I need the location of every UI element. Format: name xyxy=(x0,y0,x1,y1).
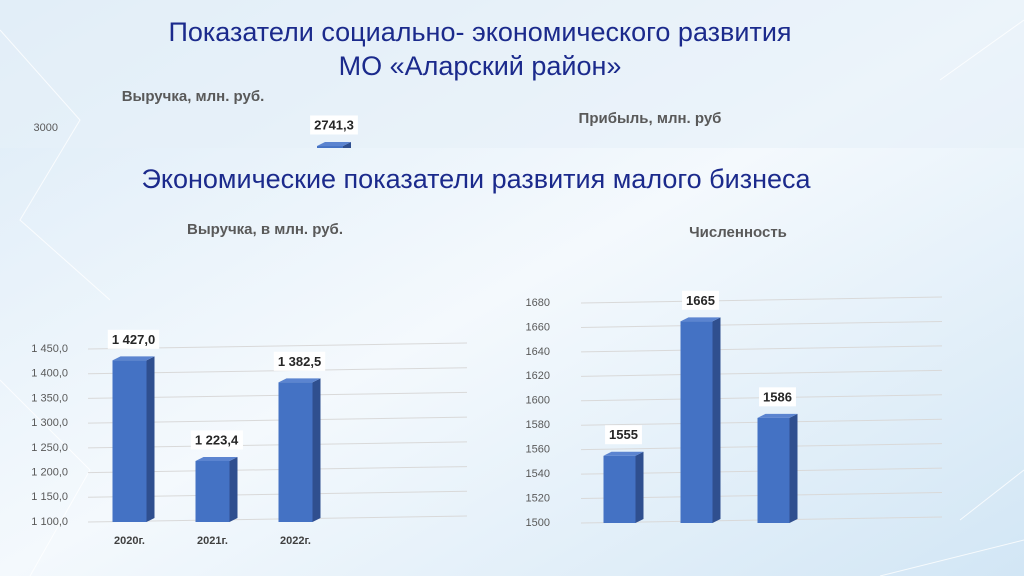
slide-title: Показатели социально- экономического раз… xyxy=(168,17,791,47)
value-label-box xyxy=(682,290,719,310)
bar xyxy=(680,321,713,523)
y-tick-label: 3000 xyxy=(34,122,58,134)
chart-title: Выручка, млн. руб. xyxy=(122,88,265,105)
value-label: 1 427,0 xyxy=(112,332,155,347)
y-tick-label: 1 150,0 xyxy=(31,491,68,503)
y-tick-label: 1640 xyxy=(526,346,550,358)
y-tick-label: 1620 xyxy=(526,370,550,382)
y-tick-label: 1 450,0 xyxy=(31,343,68,355)
bar-top xyxy=(317,142,351,147)
value-label-box xyxy=(310,115,358,135)
y-tick-label: 1660 xyxy=(526,321,550,333)
grid-line xyxy=(580,296,943,304)
decor-lines xyxy=(0,19,1024,576)
bar-side xyxy=(229,457,238,522)
slide-title: МО «Аларский район» xyxy=(339,51,622,81)
chart-title: Прибыль, млн. руб xyxy=(579,110,722,127)
y-tick-label: 1 250,0 xyxy=(31,442,68,454)
x-tick-label: 2020г. xyxy=(114,535,145,547)
value-label-box xyxy=(107,329,160,349)
grid-line xyxy=(580,369,943,377)
y-tick-label: 1 350,0 xyxy=(31,392,68,404)
bar-top xyxy=(603,451,644,456)
y-tick-label: 1580 xyxy=(526,419,550,431)
bar-top xyxy=(680,317,721,322)
value-label: 1 382,5 xyxy=(278,354,321,369)
y-tick-label: 1560 xyxy=(526,444,550,456)
bar-side xyxy=(343,142,351,148)
top-panel xyxy=(0,0,1024,148)
value-label-box xyxy=(273,351,326,371)
y-tick-label: 1 200,0 xyxy=(31,466,68,478)
bar xyxy=(757,417,790,523)
bar xyxy=(195,461,230,522)
bar-top xyxy=(112,356,155,361)
value-label-box xyxy=(759,387,796,407)
value-label: 1555 xyxy=(609,427,638,442)
grid-line xyxy=(87,515,468,523)
bar-side xyxy=(635,451,644,523)
y-tick-label: 1600 xyxy=(526,395,550,407)
bar-top xyxy=(195,457,238,462)
grid-line xyxy=(580,320,943,328)
value-label: 1 223,4 xyxy=(195,432,239,447)
bar-side xyxy=(312,378,321,522)
x-tick-label: 2021г. xyxy=(197,535,228,547)
value-label-box xyxy=(605,425,642,445)
y-tick-label: 1 300,0 xyxy=(31,417,68,429)
x-tick-label: 2022г. xyxy=(280,535,311,547)
bar xyxy=(317,146,343,148)
y-tick-label: 1 100,0 xyxy=(31,516,68,528)
value-label: 1586 xyxy=(763,389,792,404)
bar-side xyxy=(146,356,155,522)
value-label: 1665 xyxy=(686,293,715,308)
grid-line xyxy=(580,345,943,353)
y-tick-label: 1 400,0 xyxy=(31,368,68,380)
value-label: 2741,3 xyxy=(314,117,354,132)
bar xyxy=(603,455,636,523)
bar-side xyxy=(712,317,721,523)
y-tick-label: 1520 xyxy=(526,492,550,504)
section-title: Экономические показатели развития малого… xyxy=(141,164,811,194)
bar xyxy=(112,360,147,522)
bar-top xyxy=(278,378,321,383)
y-tick-label: 1540 xyxy=(526,468,550,480)
bar-top xyxy=(757,413,798,418)
charts: Выручка, в млн. руб. 1 100,0 1 150,0 1 200,… xyxy=(31,221,943,547)
bar-side xyxy=(789,413,798,523)
chart-title: Численность xyxy=(689,224,787,241)
y-tick-label: 1500 xyxy=(526,517,550,529)
chart-title: Выручка, в млн. руб. xyxy=(187,221,343,238)
y-tick-label: 1680 xyxy=(526,297,550,309)
top-charts: Выручка, млн. руб. 3000 2741,3 Прибыль, млн… xyxy=(34,88,722,148)
bar xyxy=(278,382,313,522)
value-label-box xyxy=(190,430,243,450)
